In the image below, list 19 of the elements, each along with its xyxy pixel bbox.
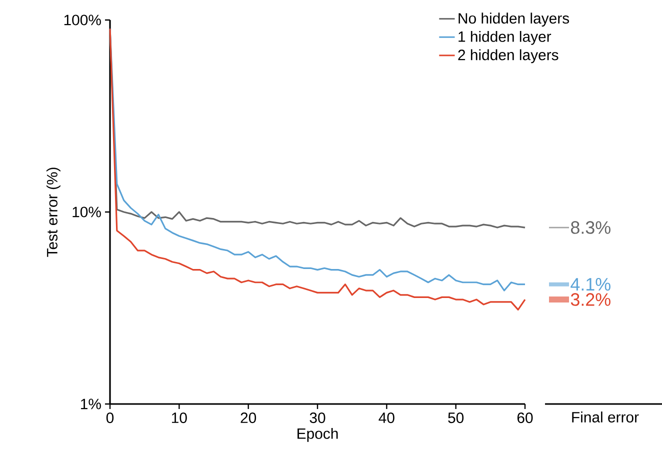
- text: 4.1%: [570, 278, 610, 291]
- text: 3.2%: [570, 293, 610, 306]
- legend-label: 2 hidden layers: [458, 49, 558, 64]
- legend-label: No hidden layers: [458, 12, 570, 27]
- text: Final error: [572, 412, 639, 422]
- y-tick-label: 1%: [81, 398, 101, 410]
- y-tick-label: 10%: [72, 206, 101, 218]
- x-tick-label: 0: [106, 412, 114, 424]
- y-tick-label: 100%: [64, 14, 101, 26]
- y-axis-title: Test error (%): [46, 168, 60, 257]
- x-tick-label: 60: [517, 412, 533, 424]
- x-tick-label: 30: [310, 412, 326, 424]
- x-tick-label: 10: [172, 412, 187, 424]
- x-axis-title: Epoch: [298, 428, 338, 442]
- text: 8.3%: [570, 221, 610, 234]
- x-tick-label: 20: [240, 412, 256, 424]
- x-tick-label: 40: [378, 412, 394, 424]
- x-tick-label: 50: [448, 412, 464, 424]
- legend-label: 1 hidden layer: [458, 30, 552, 45]
